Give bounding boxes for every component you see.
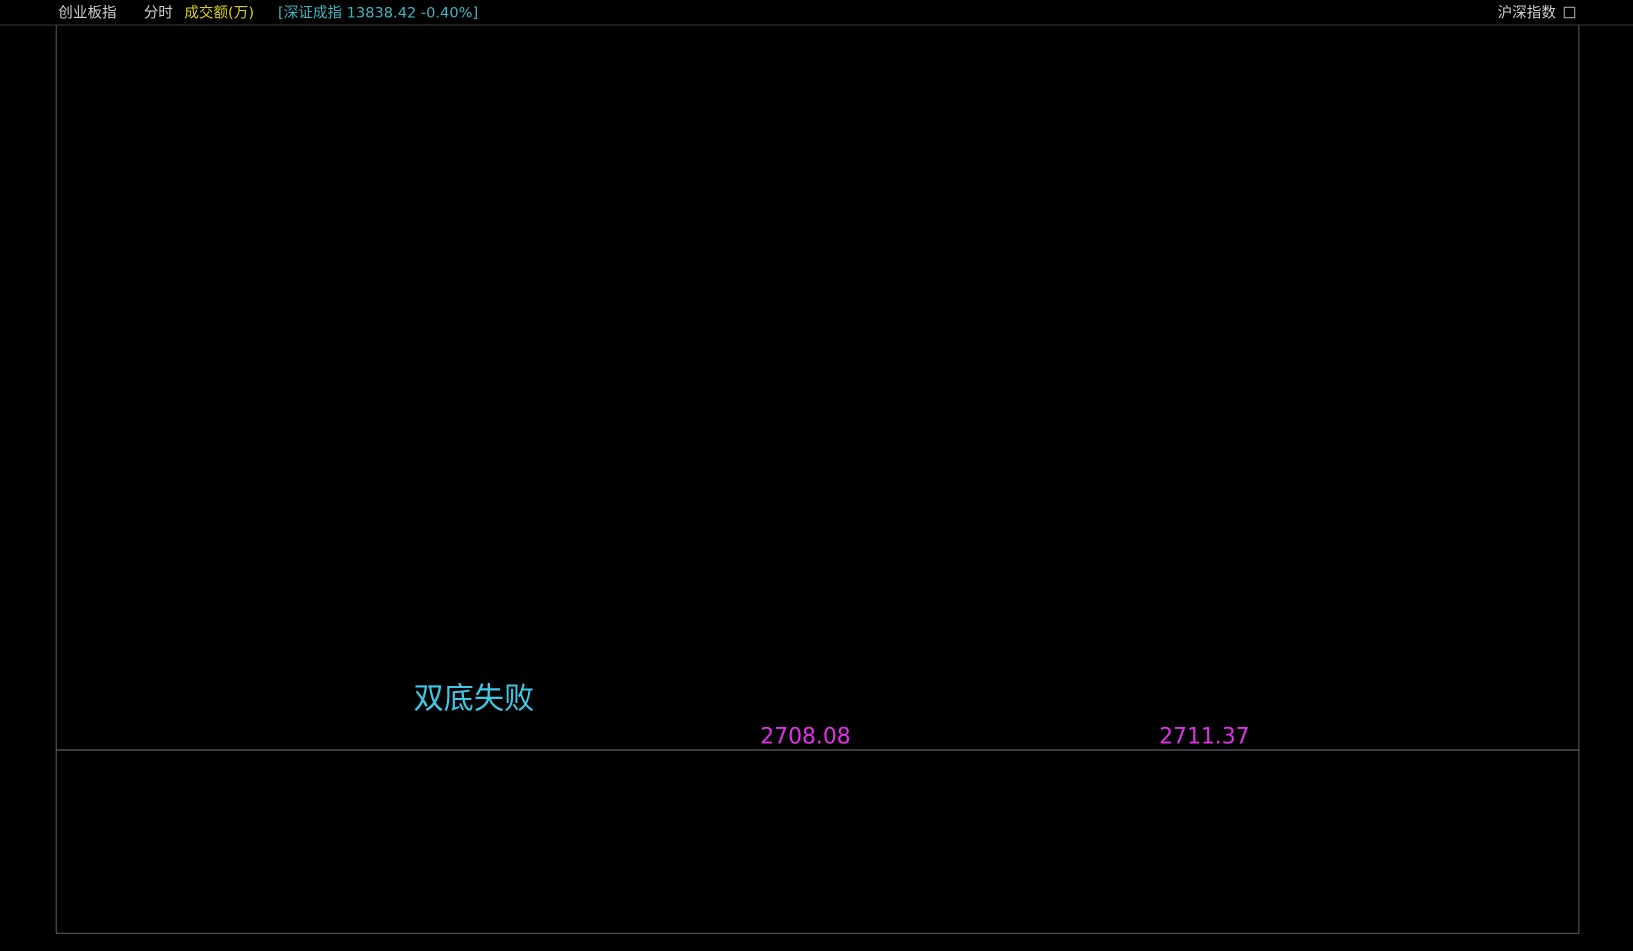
button-icon[interactable] xyxy=(1563,6,1576,19)
index-legend: [深证成指 13838.42 -0.40%] xyxy=(278,5,478,22)
annotation: 双底失败 xyxy=(413,681,534,716)
annotation: 2708.08 xyxy=(760,724,850,749)
annotation: 2711.37 xyxy=(1159,724,1249,749)
volume-title[interactable]: 成交额(万) xyxy=(184,4,254,22)
chart-subtitle[interactable]: 分时 xyxy=(144,5,174,22)
index-button[interactable]: 沪深指数 xyxy=(1498,5,1557,22)
chart-title: 创业板指 xyxy=(58,4,116,22)
